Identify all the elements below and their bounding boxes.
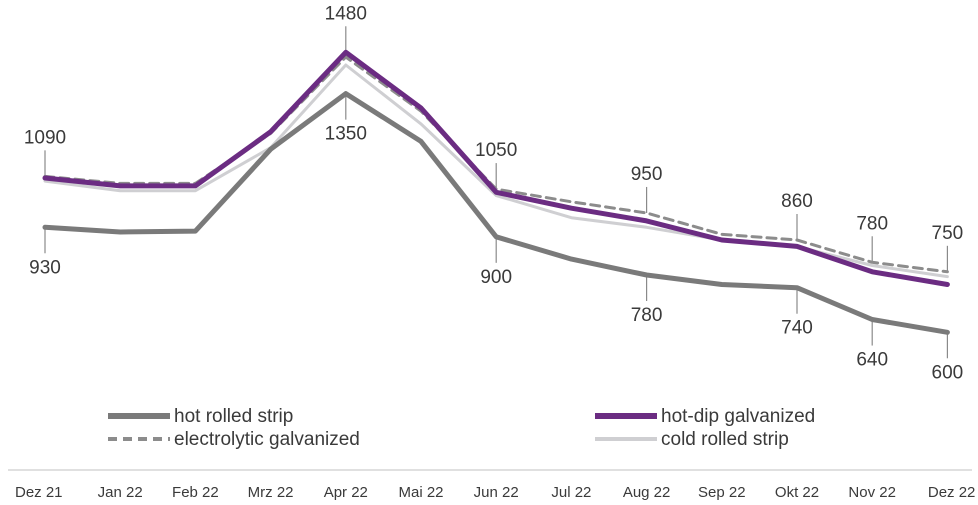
legend: hot rolled strip hot-dip galvanized electr… <box>108 406 815 450</box>
x-tick-label: Aug 22 <box>623 484 671 501</box>
data-label: 1350 <box>325 124 367 145</box>
x-tick-label: Feb 22 <box>172 484 219 501</box>
legend-label: hot-dip galvanized <box>661 406 815 427</box>
series-lines <box>42 49 950 335</box>
data-label: 1050 <box>475 140 517 161</box>
x-tick-label: Mai 22 <box>398 484 443 501</box>
data-labels: 1090 930 1480 1350 1050 900 950 780 860 740 780 640… <box>24 3 963 383</box>
x-tick-label: Okt 22 <box>775 484 819 501</box>
data-label: 640 <box>856 350 888 371</box>
data-label: 740 <box>781 318 813 339</box>
x-tick-label: Mrz 22 <box>248 484 294 501</box>
data-label: 860 <box>781 191 813 212</box>
x-tick-label: Nov 22 <box>848 484 896 501</box>
x-tick-label: Jun 22 <box>474 484 519 501</box>
x-tick-label: Dez 21 <box>15 484 63 501</box>
data-label: 780 <box>631 305 663 326</box>
x-axis-ticks: Dez 21 Jan 22 Feb 22 Mrz 22 Apr 22 Mai 22 Jun … <box>15 484 975 501</box>
data-label: 780 <box>856 213 888 234</box>
data-label: 900 <box>480 267 512 288</box>
x-tick-label: Apr 22 <box>324 484 368 501</box>
series-line-hot-rolled-strip <box>42 91 950 335</box>
legend-label: cold rolled strip <box>661 429 789 450</box>
x-tick-label: Sep 22 <box>698 484 746 501</box>
label-connectors <box>44 26 949 359</box>
data-label: 950 <box>631 164 663 185</box>
legend-label: hot rolled strip <box>174 406 293 427</box>
x-tick-label: Jan 22 <box>98 484 143 501</box>
legend-label: electrolytic galvanized <box>174 429 360 450</box>
data-label: 1090 <box>24 127 66 148</box>
data-label: 1480 <box>325 3 367 24</box>
series-line-hot-dip-galvanized <box>42 49 950 287</box>
data-label: 600 <box>932 362 964 383</box>
data-label: 750 <box>932 223 964 244</box>
x-tick-label: Jul 22 <box>551 484 591 501</box>
x-tick-label: Dez 22 <box>928 484 976 501</box>
data-label: 930 <box>29 257 61 278</box>
